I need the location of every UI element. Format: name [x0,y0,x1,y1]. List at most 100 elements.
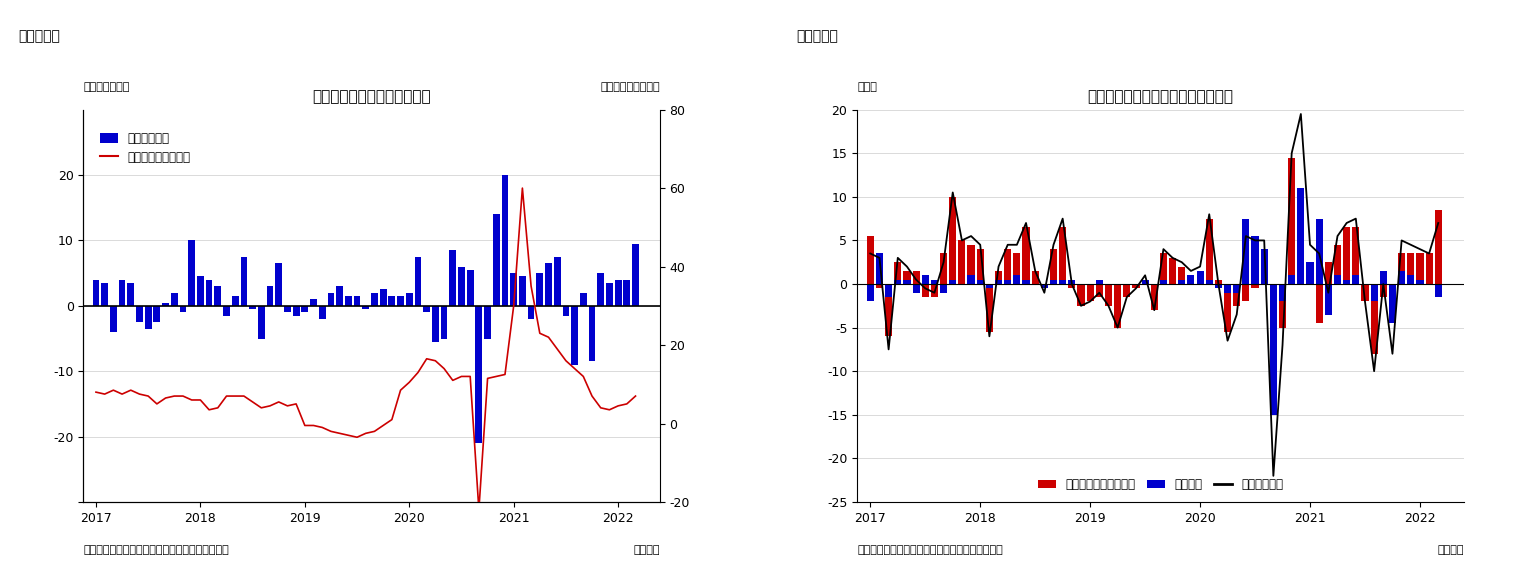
Bar [1197,271,1203,284]
Bar [1435,210,1441,284]
Bar [407,293,413,306]
Bar [328,293,334,306]
Bar [467,270,473,306]
Bar [223,306,231,316]
Legend: 季調済前月比, 前年同月比（右軸）: 季調済前月比, 前年同月比（右軸） [96,128,194,168]
Bar [931,280,938,284]
Bar [249,306,256,309]
Bar [1361,284,1368,301]
Bar [554,257,561,306]
Bar [968,245,974,284]
Bar [1095,280,1103,284]
Bar [1215,280,1223,284]
Bar [1233,284,1241,306]
Bar [118,280,126,306]
Bar [884,284,892,336]
Title: 住宅着工許可件数（伸び率）: 住宅着工許可件数（伸び率） [313,89,431,104]
Bar [614,280,622,306]
Bar [605,283,613,306]
Bar [1142,280,1148,284]
Bar [1390,284,1396,323]
Bar [995,280,1003,284]
Bar [449,250,457,306]
Bar [950,197,956,284]
住宅許可件数 [862,250,880,257]
Bar [1179,267,1185,284]
住宅許可件数 [1255,237,1273,244]
Bar [1370,284,1377,301]
Bar [1399,271,1405,284]
Bar [1333,245,1341,284]
Bar [977,249,985,284]
Bar [598,273,604,306]
Bar [1095,284,1103,297]
Bar [579,293,587,306]
Bar [1022,280,1030,284]
Bar [337,286,343,306]
Bar [1252,236,1259,284]
Bar [127,283,133,306]
Bar [1242,284,1250,301]
Bar [1324,262,1332,284]
Bar [572,306,578,365]
Bar [93,280,99,306]
Bar [1252,284,1259,288]
Bar [109,306,117,332]
Bar [1333,275,1341,284]
Bar [232,296,238,306]
Bar [968,275,974,284]
Bar [1288,158,1296,284]
Bar [414,257,422,306]
Bar [884,284,892,297]
Bar [894,280,901,284]
Bar [102,283,108,306]
Bar [913,271,919,284]
Bar [589,306,595,361]
Bar [519,276,526,306]
Bar [144,306,152,329]
Bar [1270,284,1277,350]
Bar [922,284,928,297]
Bar [1059,227,1066,284]
Bar [959,241,965,284]
Bar [941,253,947,284]
Bar [258,306,264,339]
Bar [267,286,273,306]
Bar [502,175,508,306]
Bar [1041,284,1048,288]
Bar [1270,284,1277,415]
Bar [1417,253,1423,284]
Bar [484,306,492,339]
Bar [528,306,534,319]
Bar [1123,284,1130,297]
Bar [1206,280,1212,284]
Bar [1324,284,1332,314]
Bar [372,293,378,306]
Bar [1370,284,1377,354]
Bar [1306,271,1314,284]
Bar [1261,249,1268,284]
Text: （前月比、％）: （前月比、％） [83,83,130,92]
Text: （資料）センサス局よりニッセイ基礎研究所作成: （資料）センサス局よりニッセイ基礎研究所作成 [83,545,229,555]
住宅許可件数 [1016,219,1035,226]
Bar [363,306,369,309]
Bar [171,293,177,306]
Bar [440,306,448,339]
Bar [397,296,404,306]
Bar [894,262,901,284]
Bar [903,271,910,284]
Text: （資料）センサス局よりニッセイ基礎研究所作成: （資料）センサス局よりニッセイ基礎研究所作成 [857,545,1003,555]
Bar [153,306,161,322]
Text: （月次）: （月次） [634,545,660,555]
Bar [379,290,387,306]
Bar [1306,262,1314,284]
Bar [1077,284,1085,306]
Bar [1050,280,1057,284]
Bar [1352,227,1359,284]
Text: （％）: （％） [857,83,877,92]
住宅許可件数 [1035,289,1053,296]
Bar [293,306,299,316]
Bar [188,241,196,306]
Bar [1297,188,1305,284]
Bar [986,284,994,288]
